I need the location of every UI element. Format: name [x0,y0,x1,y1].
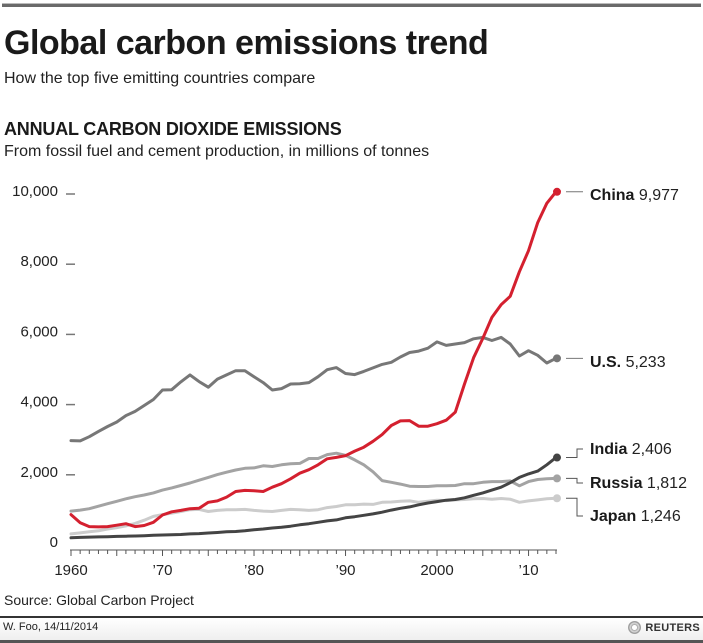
page-subtitle: How the top five emitting countries comp… [4,70,316,87]
series-line-us [69,335,558,443]
legend-label-china: China 9,977 [590,187,679,204]
x-tick-label: ’90 [336,562,356,579]
legend-value: 5,233 [626,354,666,371]
legend-country: U.S. [590,354,626,371]
series-line-russia [69,451,558,513]
x-tick-label: ’70 [152,562,172,579]
end-point-us [553,354,561,363]
x-tick-label: 1960 [54,562,87,579]
legend-value: 1,246 [641,508,681,525]
legend-country: India [590,441,632,458]
legend-value: 1,812 [647,475,687,492]
footer-bar: W. Foo, 14/11/2014 REUTERS [0,616,703,642]
bottom-rule [0,640,703,643]
legend-value: 2,406 [632,441,672,458]
x-tick-label: ’80 [244,562,264,579]
legend-label-us: U.S. 5,233 [590,354,666,371]
legend-country: Russia [590,475,647,492]
end-point-russia [553,474,561,483]
legend-label-russia: Russia 1,812 [590,475,687,492]
series-line-china [69,190,558,529]
source-note: Source: Global Carbon Project [4,592,194,608]
end-point-india [553,453,561,462]
y-axis: 0 2,000 4,000 6,000 8,000 10,000 [12,183,75,551]
legend-country: China [590,187,639,204]
legend-label-japan: Japan 1,246 [590,508,681,525]
series-lines [69,187,561,540]
series-line-japan [69,496,558,536]
end-point-china [553,187,561,196]
y-tick-label: 8,000 [20,253,58,270]
chart-title: ANNUAL CARBON DIOXIDE EMISSIONS [4,119,342,139]
line-chart: 0 2,000 4,000 6,000 8,000 10,000 1960 ’70 ’80 ’9… [12,183,687,579]
y-tick-label: 2,000 [20,464,58,481]
brand-logo: REUTERS [628,621,700,634]
reuters-logo-icon [628,621,642,634]
legend-value: 9,977 [639,187,679,204]
y-tick-label: 4,000 [20,394,58,411]
series-line-india [69,456,558,540]
leader-line-japan [566,497,583,517]
x-axis: 1960 ’70 ’80 ’90 2000 ’10 [54,549,557,579]
legend: China 9,977 U.S. 5,233 India 2,406 Russia 1… [566,187,687,525]
x-tick-label: ’10 [519,562,539,579]
brand-name: REUTERS [645,621,700,634]
x-tick-label: 2000 [420,562,453,579]
y-tick-label: 10,000 [12,183,58,200]
page-title: Global carbon emissions trend [4,24,489,62]
leader-line-india [566,448,583,459]
credit-text: W. Foo, 14/11/2014 [3,621,99,633]
chart-subtitle: From fossil fuel and cement production, … [4,143,430,160]
end-point-japan [553,494,561,503]
y-tick-label: 6,000 [20,323,58,340]
legend-label-india: India 2,406 [590,441,672,458]
legend-country: Japan [590,508,641,525]
y-tick-label: 0 [50,534,58,551]
top-rule [2,3,701,7]
leader-line-russia [566,477,583,484]
